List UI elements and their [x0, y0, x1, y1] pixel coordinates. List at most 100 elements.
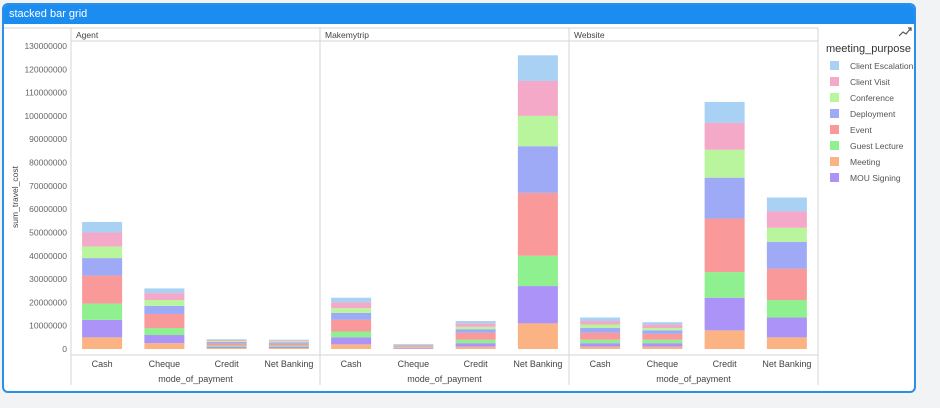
bar-segment: [580, 339, 621, 344]
bar-segment: [144, 288, 185, 294]
bar-segment: [455, 339, 496, 344]
bar-segment: [144, 335, 185, 344]
bar-segment: [704, 122, 745, 150]
bar-segment: [580, 321, 621, 325]
bar-segment: [393, 346, 434, 348]
trend-line-icon[interactable]: [898, 26, 912, 38]
y-tick-label: 50000000: [29, 227, 67, 237]
bar-segment: [517, 146, 558, 193]
bar-segment: [82, 303, 123, 320]
bar-segment: [206, 342, 247, 344]
y-tick-label: 130000000: [24, 41, 67, 51]
bar-segment: [704, 272, 745, 298]
bar-segment: [206, 348, 247, 349]
legend-item: Guest Lecture: [850, 141, 904, 151]
bar-segment: [766, 227, 807, 242]
bar-segment: [82, 246, 123, 259]
x-tick-label: Cheque: [647, 359, 679, 369]
bar-segment: [331, 308, 372, 313]
x-axis-label: mode_of_payment: [407, 374, 482, 384]
bar-segment: [766, 197, 807, 212]
bar-segment: [393, 345, 434, 347]
y-tick-label: 90000000: [29, 134, 67, 144]
legend-item: Deployment: [850, 109, 896, 119]
x-tick-label: Cash: [341, 359, 362, 369]
legend-item: Meeting: [850, 157, 881, 167]
bar-segment: [144, 343, 185, 349]
bar-segment: [331, 297, 372, 303]
y-tick-label: 30000000: [29, 274, 67, 284]
bar-segment: [331, 302, 372, 309]
bar-segment: [517, 115, 558, 147]
bar-segment: [642, 346, 683, 349]
bar-segment: [580, 328, 621, 333]
legend-swatch: [830, 77, 839, 86]
legend-item: MOU Signing: [850, 173, 901, 183]
bar-segment: [82, 319, 123, 338]
y-tick-label: 40000000: [29, 251, 67, 261]
bar-segment: [580, 317, 621, 322]
bar-segment: [455, 343, 496, 347]
bar-segment: [144, 300, 185, 306]
x-axis-label: mode_of_payment: [158, 374, 233, 384]
y-tick-label: 100000000: [24, 111, 67, 121]
bar-segment: [206, 339, 247, 342]
bar-segment: [517, 323, 558, 349]
bar-segment: [206, 346, 247, 349]
bar-segment: [517, 255, 558, 287]
bar-segment: [642, 328, 683, 331]
x-tick-label: Net Banking: [513, 359, 562, 369]
x-tick-label: Net Banking: [264, 359, 313, 369]
bar-segment: [455, 326, 496, 330]
bar-segment: [144, 305, 185, 315]
legend-swatch: [830, 61, 839, 70]
bar-segment: [642, 339, 683, 344]
bar-segment: [704, 218, 745, 273]
x-tick-label: Net Banking: [762, 359, 811, 369]
bar-segment: [455, 321, 496, 324]
bar-segment: [82, 275, 123, 304]
bar-segment: [580, 324, 621, 329]
facet-label: Makemytrip: [325, 30, 369, 40]
bar-segment: [268, 340, 309, 342]
bar-segment: [206, 343, 247, 346]
bar-segment: [766, 300, 807, 318]
bar-segment: [704, 330, 745, 349]
bar-segment: [766, 337, 807, 349]
bar-segment: [331, 312, 372, 320]
bar-segment: [580, 332, 621, 340]
y-tick-label: 120000000: [24, 64, 67, 74]
bar-segment: [517, 192, 558, 256]
bar-segment: [82, 221, 123, 233]
chart-panel: stacked bar grid 0 10000000 20000000 300000…: [2, 3, 916, 393]
y-tick-label: 10000000: [29, 321, 67, 331]
legend-item: Client Escalation: [850, 61, 914, 71]
bar-segment: [642, 322, 683, 325]
facet-label: Agent: [76, 30, 99, 40]
bar-segment: [268, 339, 309, 341]
bar-segment: [704, 177, 745, 219]
bar-segment: [642, 343, 683, 347]
bar-segment: [268, 343, 309, 346]
legend-swatch: [830, 157, 839, 166]
x-tick-label: Credit: [215, 359, 240, 369]
bar-segment: [517, 55, 558, 81]
bar-segment: [766, 241, 807, 269]
bar-segment: [517, 286, 558, 324]
facet-label: Website: [574, 30, 605, 40]
bar-segment: [144, 293, 185, 301]
y-tick-label: 0: [62, 344, 67, 354]
bar-segment: [206, 341, 247, 343]
legend-swatch: [830, 93, 839, 102]
legend-swatch: [830, 125, 839, 134]
x-tick-label: Cheque: [149, 359, 181, 369]
y-tick-label: 80000000: [29, 158, 67, 168]
bar-segment: [206, 339, 247, 340]
x-tick-label: Credit: [713, 359, 738, 369]
bar-segment: [704, 297, 745, 331]
x-axis-label: mode_of_payment: [656, 374, 731, 384]
y-axis-label: sum_travel_cost: [10, 165, 20, 228]
x-tick-label: Cheque: [398, 359, 430, 369]
bar-segment: [704, 101, 745, 123]
bar-segment: [331, 319, 372, 332]
